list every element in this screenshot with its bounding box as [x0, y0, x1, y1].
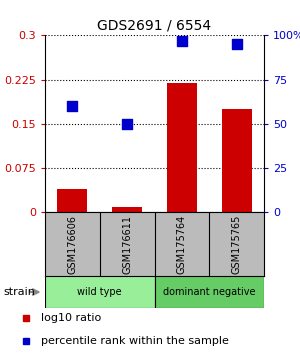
Point: [70, 103, 75, 109]
Text: log10 ratio: log10 ratio: [40, 313, 101, 323]
Bar: [167, 82, 197, 212]
Bar: [45, 276, 154, 308]
Text: strain: strain: [3, 287, 35, 297]
Text: GSM176611: GSM176611: [122, 215, 132, 274]
Text: GSM175765: GSM175765: [232, 215, 242, 274]
Bar: [112, 206, 142, 212]
Point: [234, 41, 239, 47]
Bar: [222, 109, 252, 212]
Bar: [57, 189, 87, 212]
Text: GSM175764: GSM175764: [177, 215, 187, 274]
Text: dominant negative: dominant negative: [163, 287, 256, 297]
Text: wild type: wild type: [77, 287, 122, 297]
Title: GDS2691 / 6554: GDS2691 / 6554: [98, 19, 212, 33]
Point: [125, 121, 130, 127]
Point: [179, 38, 184, 44]
Bar: [154, 276, 264, 308]
Text: GSM176606: GSM176606: [68, 215, 77, 274]
Text: percentile rank within the sample: percentile rank within the sample: [40, 336, 229, 346]
